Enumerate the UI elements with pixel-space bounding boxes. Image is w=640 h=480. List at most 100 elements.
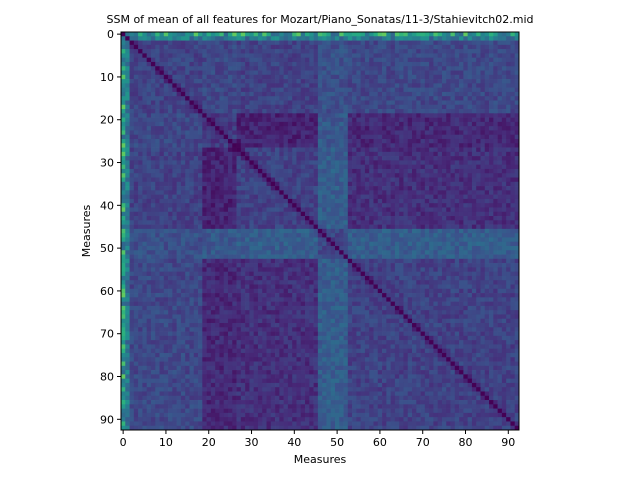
heatmap-cell (424, 181, 430, 187)
heatmap-cell (129, 79, 135, 84)
heatmap-cell (227, 32, 233, 37)
heatmap-cell (403, 134, 409, 140)
heatmap-cell (138, 32, 143, 37)
heatmap-cell (163, 181, 169, 187)
heatmap-cell (514, 36, 520, 41)
heatmap-cell (352, 220, 357, 225)
heatmap-cell (317, 237, 323, 243)
heatmap-cell (416, 87, 421, 93)
heatmap-cell (193, 109, 199, 114)
heatmap-cell (193, 96, 199, 101)
heatmap-cell (339, 126, 344, 131)
heatmap-cell (296, 126, 302, 131)
heatmap-cell (467, 233, 473, 238)
heatmap-cell (476, 186, 481, 191)
heatmap-cell (309, 113, 314, 118)
heatmap-cell (476, 254, 481, 260)
heatmap-cell (497, 168, 503, 174)
heatmap-cell (446, 216, 451, 221)
heatmap-cell (493, 57, 498, 63)
heatmap-cell (394, 130, 400, 136)
heatmap-cell (463, 168, 468, 174)
heatmap-cell (386, 194, 391, 200)
heatmap-cell (121, 32, 126, 37)
heatmap-cell (514, 74, 520, 80)
heatmap-cell (245, 160, 250, 166)
heatmap-cell (433, 198, 439, 204)
heatmap-cell (373, 224, 379, 230)
heatmap-cell (240, 160, 246, 166)
heatmap-cell (270, 151, 276, 157)
heatmap-cell (412, 100, 417, 106)
heatmap-cell (450, 198, 456, 204)
heatmap-cell (240, 113, 246, 118)
heatmap-cell (168, 44, 173, 50)
heatmap-cell (480, 207, 486, 213)
heatmap-cell (399, 70, 404, 76)
heatmap-cell (198, 250, 203, 255)
heatmap-cell (189, 194, 195, 200)
heatmap-cell (343, 83, 349, 88)
heatmap-cell (249, 109, 255, 114)
heatmap-cell (155, 104, 160, 110)
heatmap-cell (429, 190, 434, 195)
heatmap-cell (227, 164, 233, 170)
heatmap-cell (121, 87, 126, 93)
heatmap-cell (180, 160, 186, 166)
heatmap-cell (236, 36, 242, 41)
heatmap-cell (283, 194, 289, 200)
heatmap-cell (163, 216, 169, 221)
heatmap-cell (300, 138, 306, 144)
heatmap-cell (133, 224, 139, 230)
heatmap-cell (223, 61, 229, 67)
heatmap-cell (339, 245, 344, 251)
heatmap-cell (219, 258, 225, 264)
heatmap-cell (356, 228, 362, 234)
heatmap-cell (394, 245, 400, 251)
heatmap-cell (480, 177, 486, 183)
heatmap-cell (330, 79, 336, 84)
heatmap-cell (407, 126, 413, 131)
heatmap-cell (292, 143, 297, 148)
heatmap-cell (150, 224, 156, 230)
heatmap-cell (245, 138, 250, 144)
heatmap-cell (300, 168, 306, 174)
heatmap-cell (305, 91, 310, 97)
heatmap-cell (403, 66, 409, 71)
heatmap-cell (360, 250, 366, 255)
heatmap-cell (394, 177, 400, 183)
heatmap-cell (454, 245, 460, 251)
heatmap-cell (193, 220, 199, 225)
heatmap-cell (240, 126, 246, 131)
heatmap-cell (146, 87, 152, 93)
heatmap-cell (506, 83, 511, 88)
heatmap-cell (300, 100, 306, 106)
heatmap-cell (129, 207, 135, 213)
heatmap-cell (172, 44, 177, 50)
heatmap-cell (471, 177, 477, 183)
heatmap-cell (407, 173, 413, 178)
heatmap-cell (450, 74, 456, 80)
heatmap-cell (424, 164, 430, 170)
heatmap-cell (202, 241, 207, 247)
heatmap-cell (420, 126, 426, 131)
heatmap-cell (266, 66, 272, 71)
heatmap-cell (330, 228, 336, 234)
heatmap-cell (403, 220, 409, 225)
heatmap-cell (232, 36, 237, 41)
heatmap-cell (240, 173, 246, 178)
heatmap-cell (467, 100, 473, 106)
heatmap-cell (326, 32, 332, 37)
heatmap-cell (454, 134, 460, 140)
heatmap-cell (279, 96, 284, 101)
heatmap-cell (467, 228, 473, 234)
heatmap-cell (510, 143, 516, 148)
heatmap-cell (360, 91, 366, 97)
heatmap-cell (172, 66, 177, 71)
heatmap-cell (313, 66, 319, 71)
heatmap-cell (313, 164, 319, 170)
heatmap-cell (471, 109, 477, 114)
heatmap-cell (249, 211, 255, 217)
heatmap-cell (150, 117, 156, 123)
heatmap-cell (403, 211, 409, 217)
